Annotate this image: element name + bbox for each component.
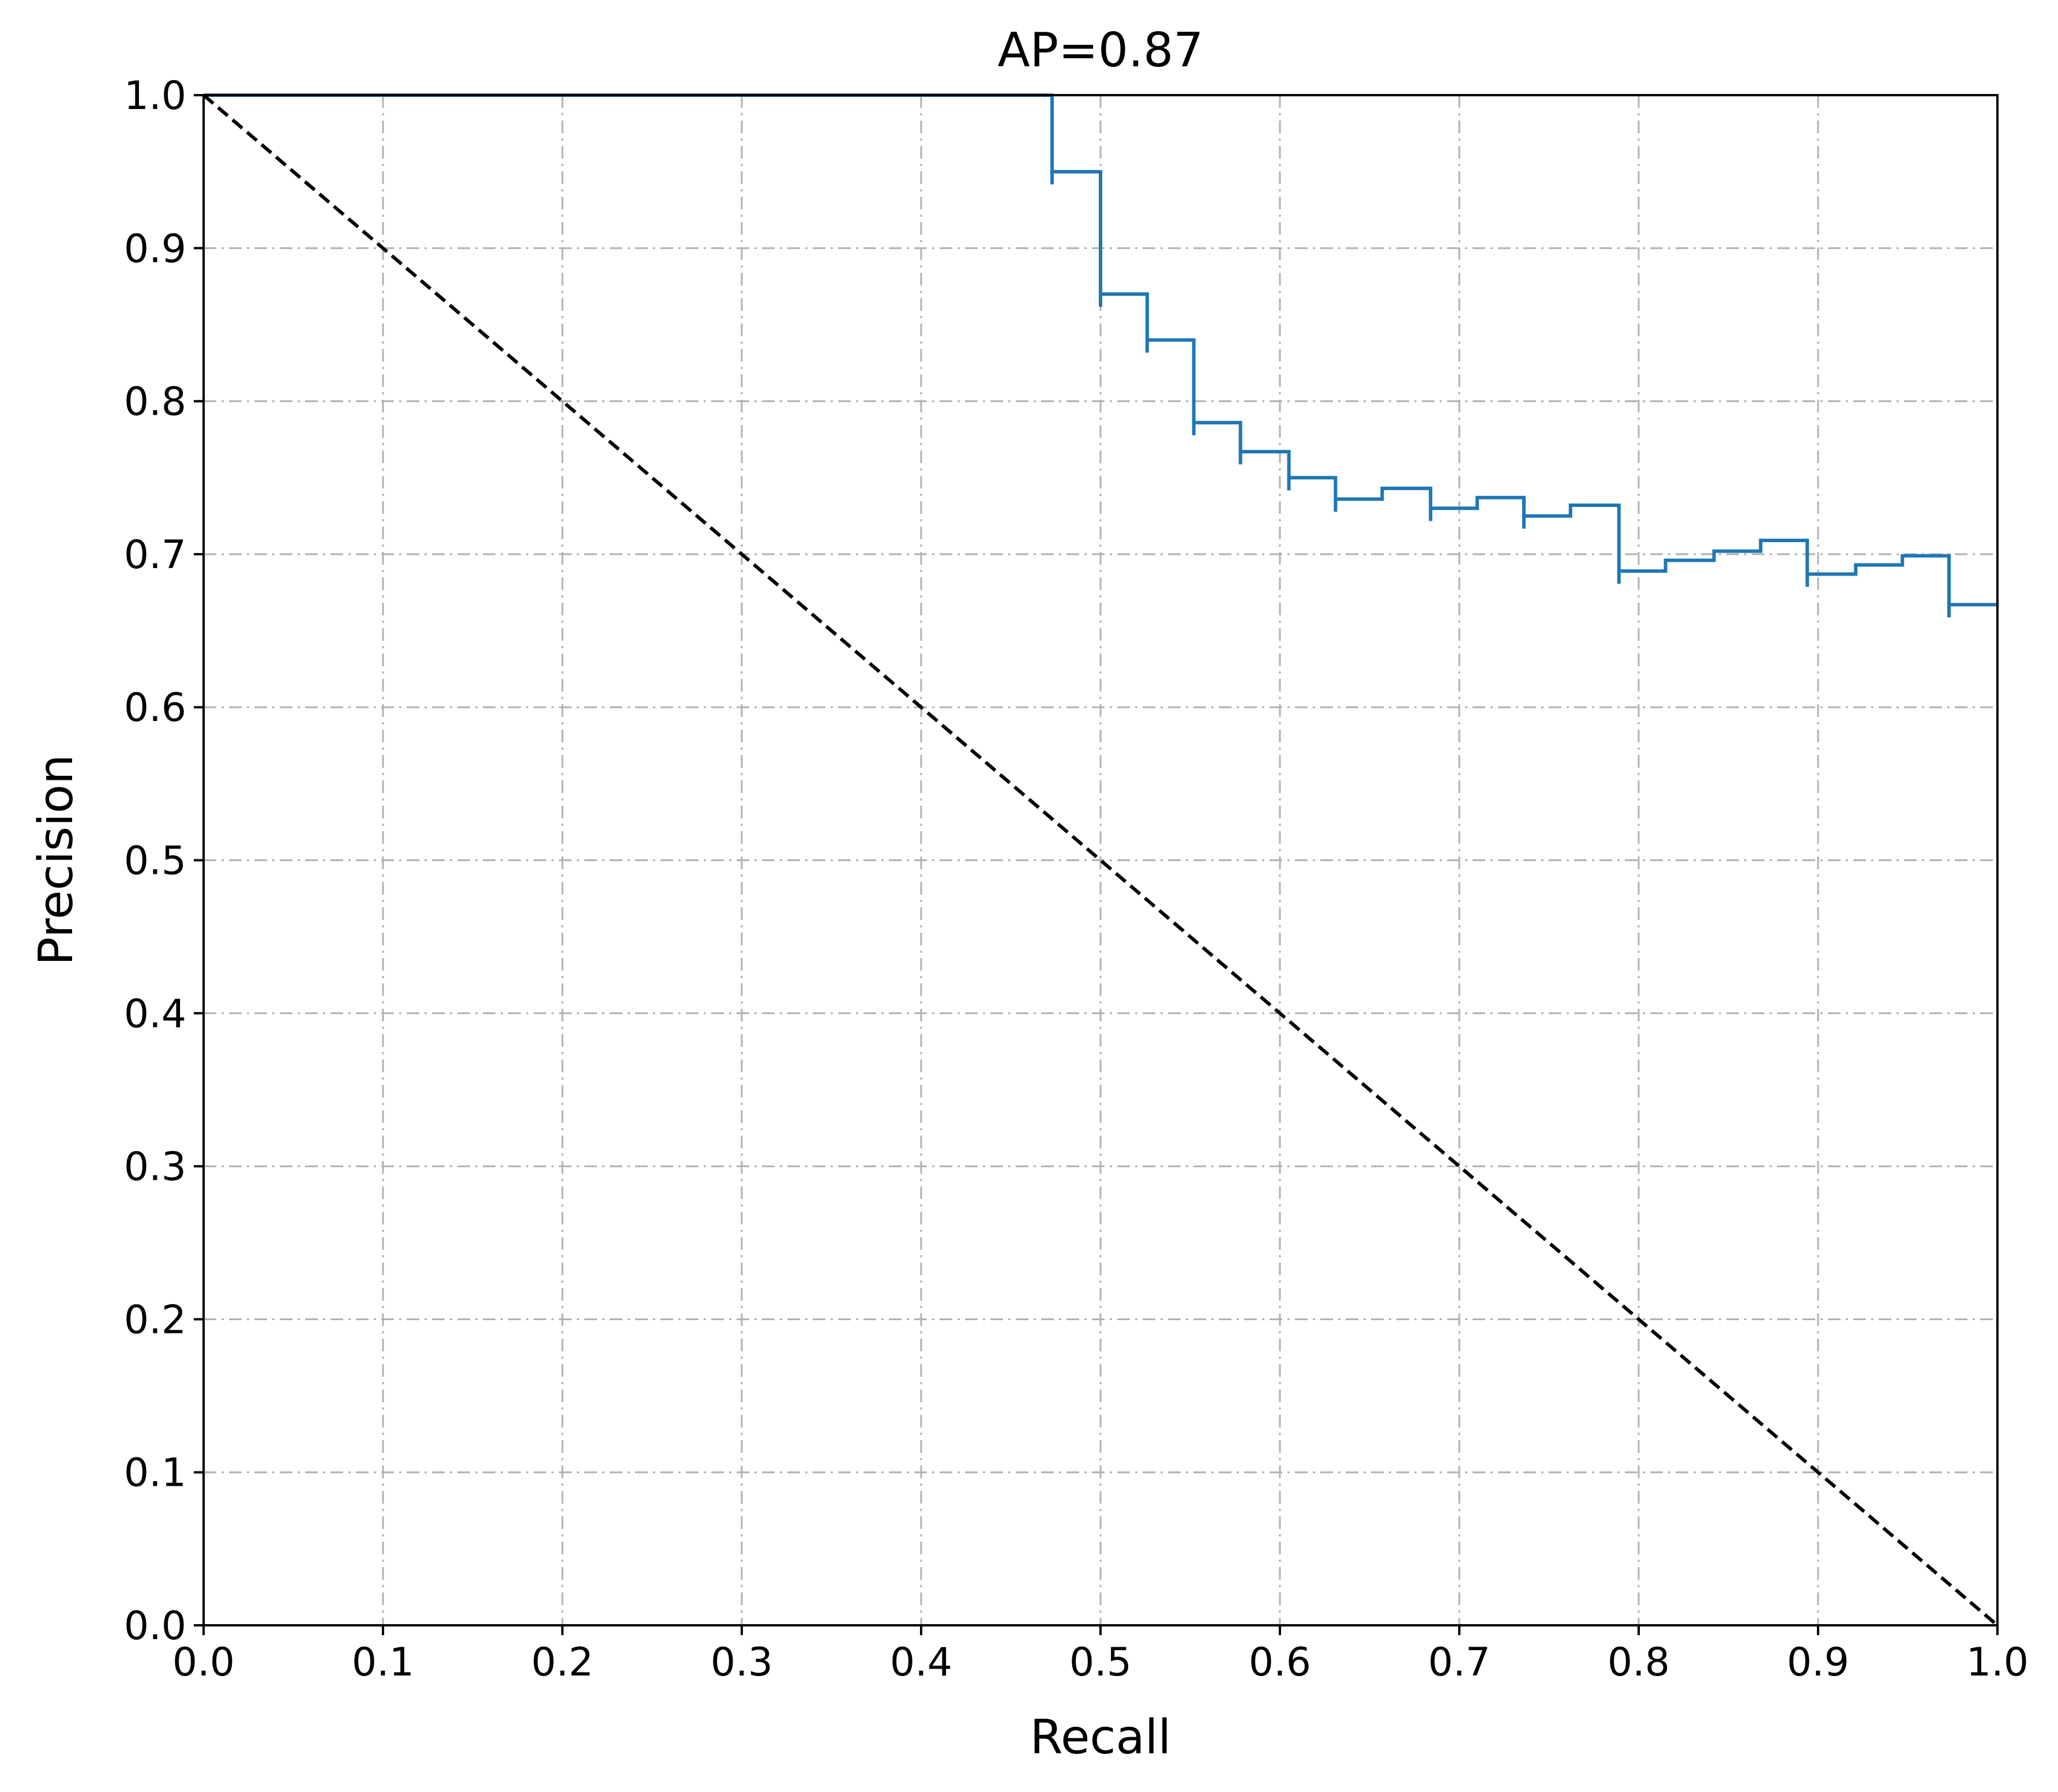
y-tick-label: 0.2	[124, 1297, 186, 1343]
y-tick-label: 0.3	[124, 1144, 186, 1190]
x-tick-label: 0.2	[531, 1640, 594, 1685]
x-tick-label: 0.3	[711, 1640, 773, 1685]
y-tick-label: 0.6	[124, 685, 186, 731]
y-tick-label: 0.4	[124, 991, 186, 1037]
x-axis-label: Recall	[1030, 1710, 1171, 1765]
y-tick-label: 0.7	[124, 532, 186, 578]
x-tick-label: 0.4	[890, 1640, 952, 1685]
x-tick-label: 0.1	[352, 1640, 414, 1685]
y-tick-label: 0.9	[124, 226, 186, 272]
y-tick-label: 0.5	[124, 839, 186, 884]
series-group	[202, 93, 1999, 1627]
x-tick-label: 0.8	[1608, 1640, 1670, 1685]
y-tick-label: 0.8	[124, 380, 186, 425]
y-tick-label: 0.1	[124, 1451, 186, 1496]
x-tick-label: 0.5	[1069, 1640, 1132, 1685]
precision-recall-curve	[204, 93, 1997, 607]
y-tick-label: 1.0	[124, 73, 186, 119]
x-tick-label: 1.0	[1966, 1640, 2029, 1685]
x-tick-label: 0.6	[1249, 1640, 1311, 1685]
x-tick-label: 0.7	[1428, 1640, 1490, 1685]
chart-title: AP=0.87	[998, 23, 1204, 78]
y-tick-label: 0.0	[124, 1603, 186, 1649]
axis-ticks: 0.0 0.1 0.2 0.3 0.4 0.5 0.6 0.7 0.8 0.9 1.0 0.0 0.1 0…	[124, 73, 2029, 1685]
x-tick-label: 0.9	[1787, 1640, 1849, 1685]
y-axis-label: Precision	[29, 754, 84, 965]
x-tick-label: 0.0	[172, 1640, 235, 1685]
chance-line	[202, 93, 1999, 1627]
